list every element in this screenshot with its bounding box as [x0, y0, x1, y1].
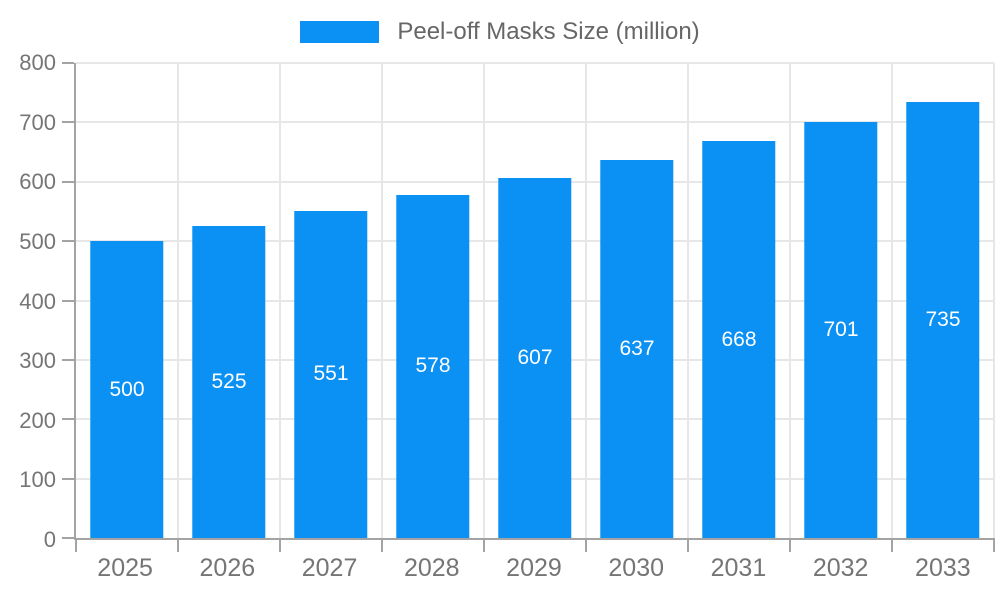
legend-swatch-icon — [300, 21, 380, 43]
bar-value-label: 735 — [925, 307, 961, 331]
bar-value-label: 701 — [823, 317, 859, 341]
y-axis-tick-label: 800 — [19, 50, 56, 75]
y-axis-tick-label: 200 — [19, 407, 56, 433]
x-axis-tick-label: 2029 — [506, 554, 562, 582]
bar-track: 637 — [586, 63, 688, 538]
y-axis-tick — [62, 299, 74, 302]
gridline-vertical — [686, 63, 689, 538]
y-axis-tick — [62, 358, 74, 361]
y-axis-tick-label: 400 — [19, 288, 56, 314]
x-axis-tick-label: 2027 — [301, 554, 358, 582]
y-axis-tick-label: 600 — [19, 169, 56, 195]
bar-value-label: 578 — [415, 354, 451, 378]
gridline-vertical — [278, 63, 281, 538]
y-axis-tick-label: 0 — [43, 527, 56, 552]
x-axis-tick — [993, 538, 995, 552]
x-axis-tick-label: 2026 — [199, 554, 256, 582]
y-axis-tick-label: 300 — [19, 348, 56, 374]
gridline-vertical — [890, 63, 893, 538]
gridline-vertical — [789, 63, 791, 538]
bar-track: 607 — [484, 63, 586, 538]
legend-label: Peel-off Masks Size (million) — [397, 18, 700, 45]
plot-area: 500 525 551 578 607 637 668 701 735 — [62, 62, 995, 552]
y-axis-tick — [62, 477, 74, 480]
bar[interactable]: 637 — [600, 159, 674, 538]
x-axis-labels: 2025 2026 2027 2028 2029 2030 2031 2032 2033 — [74, 554, 994, 583]
bar-track: 668 — [688, 63, 790, 538]
x-axis-tick-label: 2030 — [608, 554, 665, 582]
x-axis-tick-label: 2032 — [812, 554, 869, 582]
gridline-vertical — [585, 63, 587, 538]
x-axis-tick — [380, 538, 383, 552]
bar[interactable]: 701 — [804, 121, 878, 538]
bar[interactable]: 525 — [192, 226, 266, 538]
gridline-vertical — [482, 63, 485, 538]
gridline-horizontal — [76, 121, 994, 124]
x-axis-tick-label: 2033 — [915, 554, 971, 582]
bar-value-label: 525 — [211, 370, 247, 394]
x-axis-tick — [176, 538, 179, 552]
x-axis-tick-label: 2028 — [403, 554, 460, 582]
bar-track: 551 — [280, 63, 382, 538]
bar-value-label: 500 — [109, 377, 145, 401]
bar[interactable]: 500 — [90, 241, 164, 538]
y-axis-tick — [62, 537, 74, 539]
bar-value-label: 607 — [517, 345, 553, 369]
bar-track: 578 — [382, 63, 484, 538]
x-axis-tick-label: 2025 — [97, 554, 153, 582]
x-axis-tick-label: 2031 — [710, 554, 767, 582]
y-axis-tick — [62, 121, 74, 124]
bar[interactable]: 551 — [294, 210, 368, 538]
gridline-vertical — [380, 63, 383, 538]
x-axis-tick — [75, 538, 77, 552]
legend-item[interactable]: Peel-off Masks Size (million) — [300, 18, 700, 46]
y-axis-tick-label: 500 — [19, 228, 56, 254]
bar-track: 500 — [76, 63, 178, 538]
bar-series: 500 525 551 578 607 637 668 701 735 — [76, 63, 994, 538]
gridline-vertical — [993, 63, 995, 538]
bar-track: 701 — [790, 63, 892, 538]
bar-value-label: 551 — [313, 362, 349, 386]
bar-track: 735 — [892, 63, 994, 538]
bar[interactable]: 735 — [906, 101, 980, 538]
x-axis-tick — [686, 538, 689, 552]
gridline-horizontal — [76, 62, 994, 64]
bar-value-label: 637 — [619, 336, 655, 360]
bar[interactable]: 578 — [396, 194, 470, 538]
x-axis-tick — [789, 538, 791, 552]
y-axis-tick-label: 100 — [19, 467, 56, 493]
x-axis-tick — [585, 538, 587, 552]
bar[interactable]: 607 — [498, 177, 572, 538]
bar[interactable]: 668 — [702, 141, 776, 538]
y-axis-tick — [62, 62, 74, 64]
y-axis-labels: 0 100 200 300 400 500 600 700 800 — [0, 50, 58, 552]
x-axis-tick — [482, 538, 485, 552]
x-axis-tick — [278, 538, 281, 552]
y-axis-tick — [62, 418, 74, 421]
legend: Peel-off Masks Size (million) — [0, 16, 1000, 48]
bar-track: 525 — [178, 63, 280, 538]
y-axis-tick — [62, 240, 74, 243]
y-axis-tick-label: 700 — [19, 109, 56, 135]
gridline-vertical — [176, 63, 179, 538]
y-axis-tick — [62, 180, 74, 183]
x-axis-tick — [890, 538, 893, 552]
bar-value-label: 668 — [721, 327, 757, 351]
